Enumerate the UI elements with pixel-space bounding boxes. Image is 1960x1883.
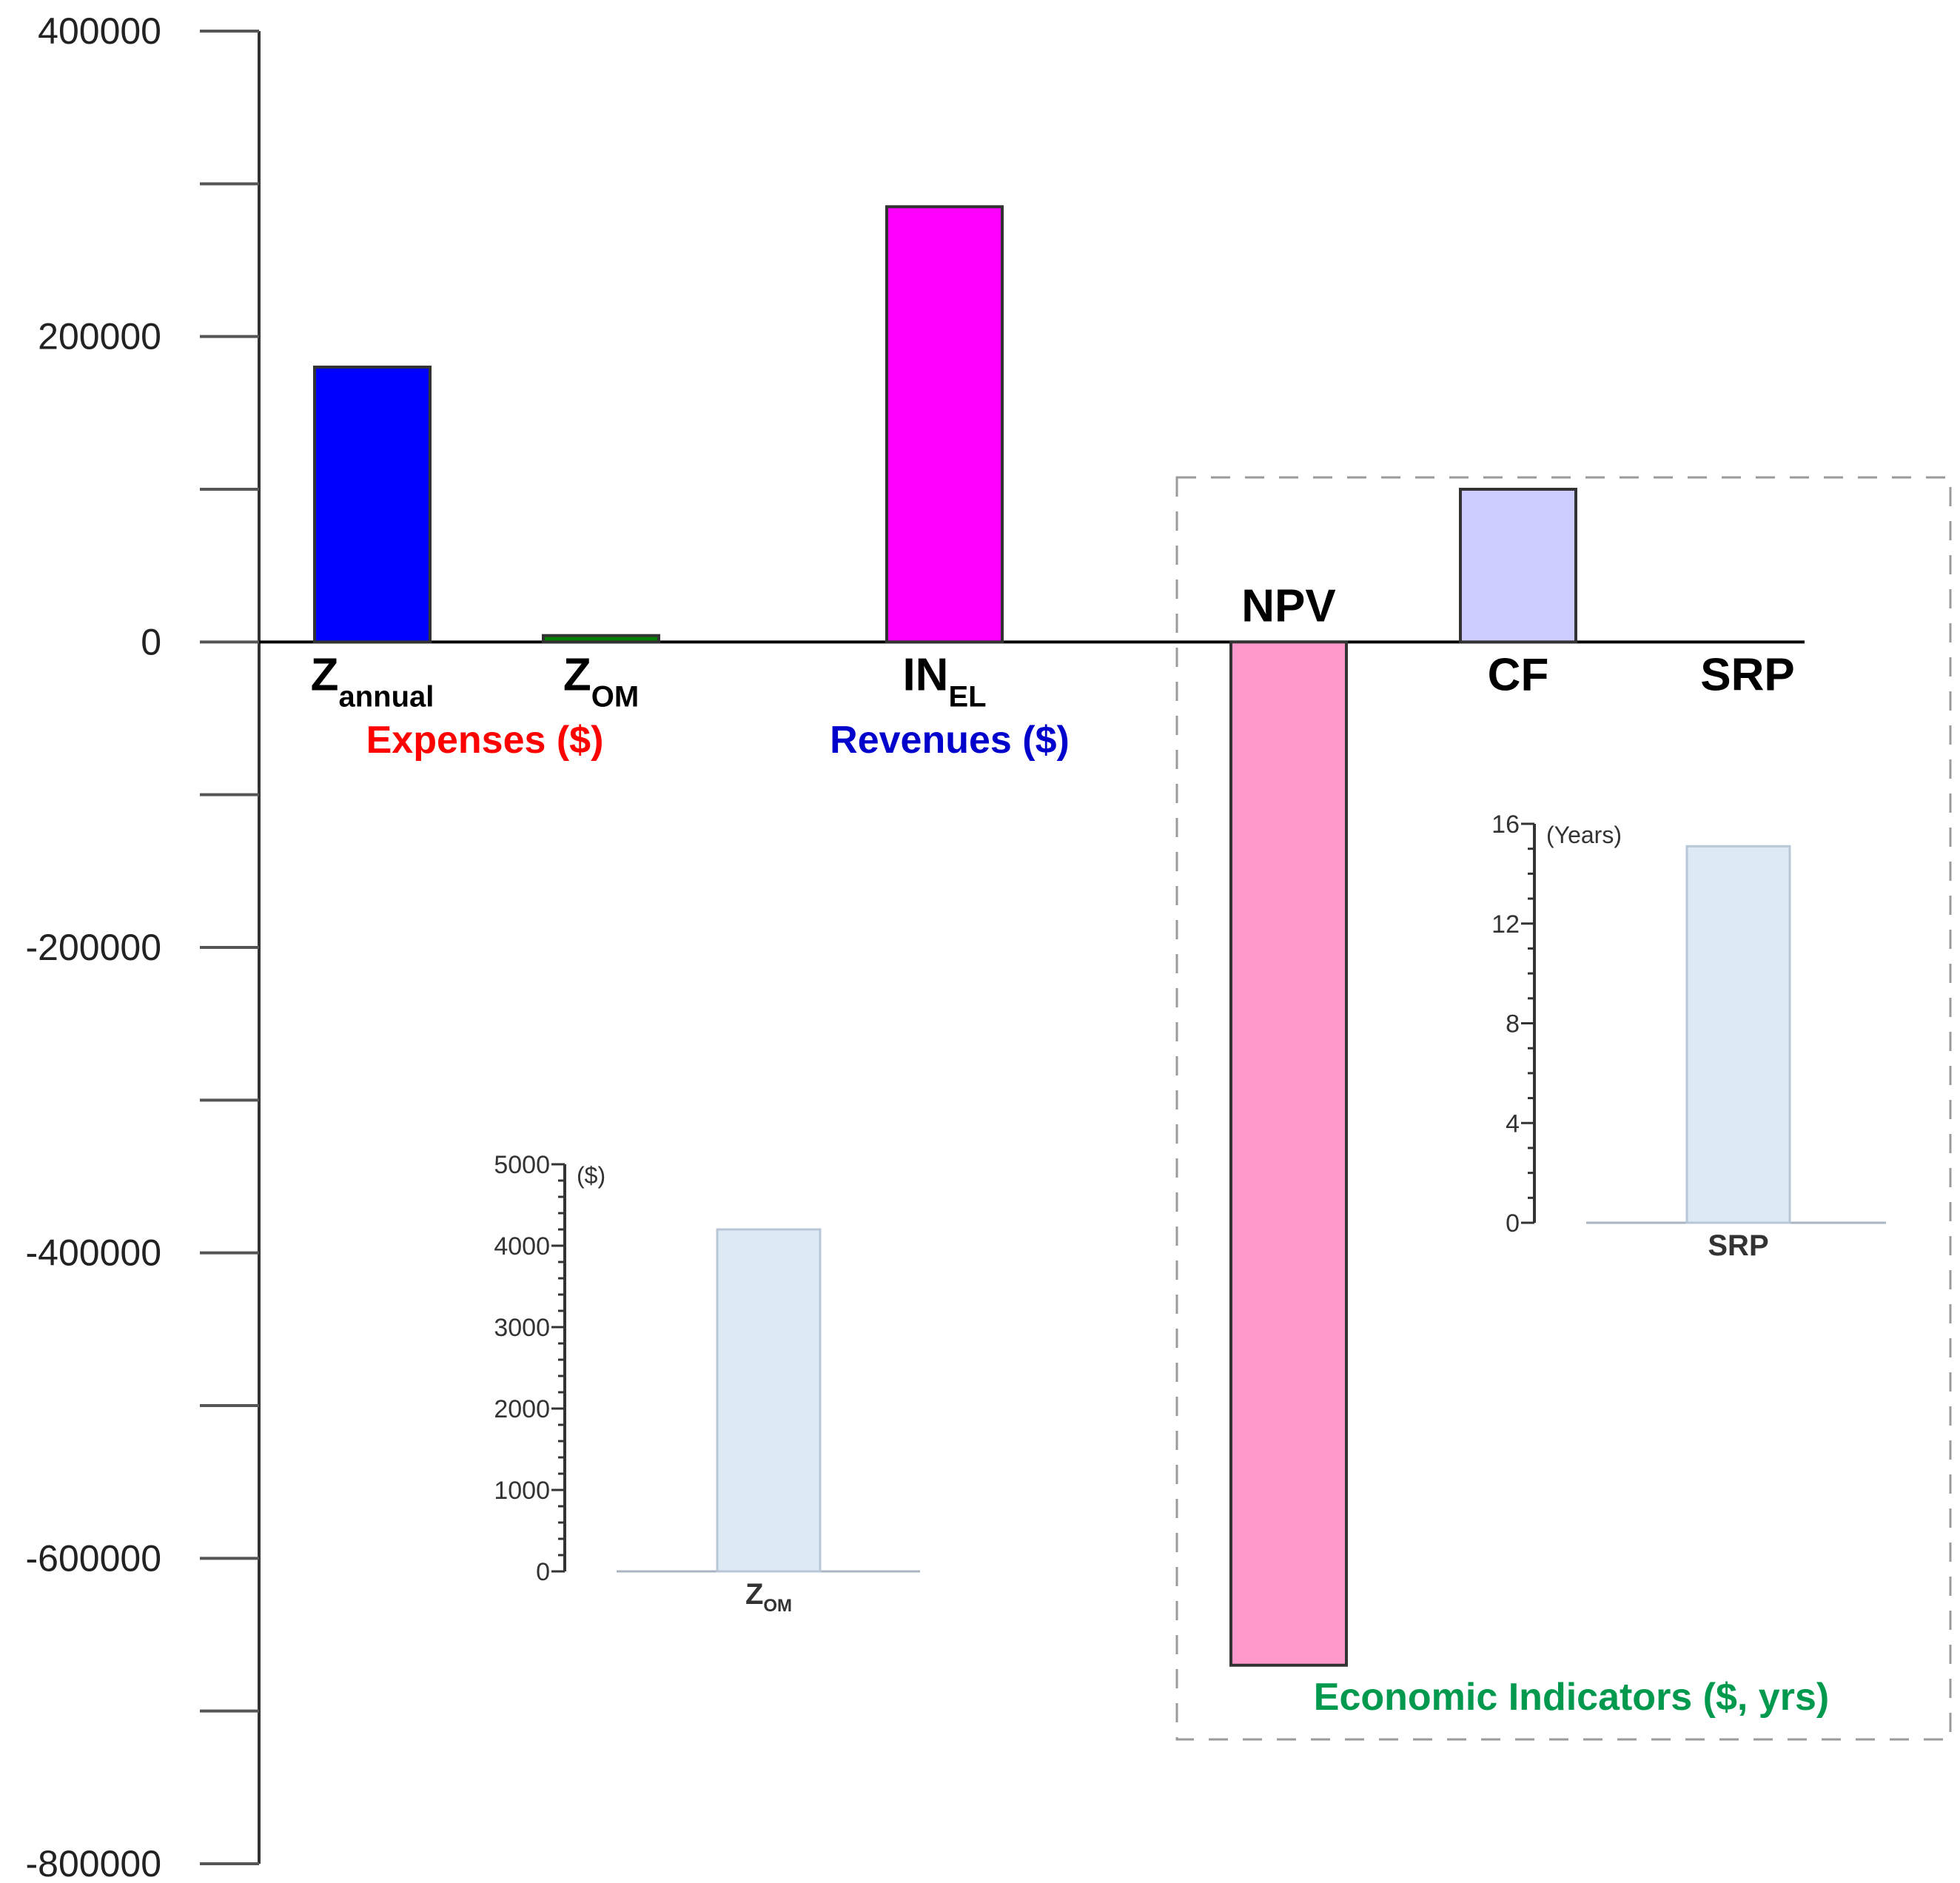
category-subscript: annual bbox=[338, 680, 434, 713]
main-bars bbox=[313, 205, 1577, 1667]
y-tick-label: -200000 bbox=[26, 927, 162, 968]
category-label-srp: SRP bbox=[1700, 649, 1794, 700]
bar-in_el bbox=[885, 205, 1004, 644]
category-label-cf: CF bbox=[1488, 649, 1549, 700]
inset-tick-label: 12 bbox=[1491, 910, 1520, 939]
main-y-axis: 4000002000000-200000-400000-600000-80000… bbox=[26, 10, 1805, 1883]
y-tick-label: 400000 bbox=[38, 10, 161, 52]
bar-cf bbox=[1459, 488, 1577, 644]
category-label-in_el: INEL bbox=[902, 649, 986, 713]
inset-bar bbox=[1685, 845, 1791, 1224]
category-subscript: OM bbox=[591, 680, 639, 713]
inset-tick-label: 0 bbox=[1506, 1209, 1520, 1238]
y-tick-label: 0 bbox=[141, 621, 161, 662]
inset-chart-srp: 0 4 8 12 16 (Years) SRP bbox=[1491, 810, 1886, 1262]
y-tick-label: -600000 bbox=[26, 1537, 162, 1579]
inset-chart-zom: 0 1000 2000 3000 4000 5000 ($) ZOM bbox=[494, 1151, 920, 1616]
inset-tick-label: 0 bbox=[536, 1558, 550, 1586]
group-label-expenses: Expenses ($) bbox=[366, 719, 604, 762]
inset-tick-label: 1000 bbox=[494, 1477, 550, 1505]
inset-tick-label: 5000 bbox=[494, 1151, 550, 1179]
inset-tick-label: 3000 bbox=[494, 1314, 550, 1342]
category-label-npv: NPV bbox=[1241, 580, 1335, 631]
category-label-z_annual: Zannual bbox=[311, 649, 434, 713]
inset-unit-label: (Years) bbox=[1546, 822, 1622, 848]
bar-z_om bbox=[542, 634, 660, 644]
inset-tick-label: 4000 bbox=[494, 1232, 550, 1261]
inset-category-label: SRP bbox=[1708, 1229, 1768, 1262]
y-tick-label: -800000 bbox=[26, 1843, 162, 1883]
inset-category-label: ZOM bbox=[745, 1578, 792, 1616]
inset-tick-label: 4 bbox=[1506, 1110, 1520, 1138]
y-tick-label: 200000 bbox=[38, 316, 161, 358]
inset-bar bbox=[716, 1228, 822, 1573]
economic-indicators-box bbox=[1175, 476, 1952, 1741]
group-label-revenues: Revenues ($) bbox=[830, 719, 1070, 762]
main-category-labels: Zannual ZOM INEL NPV CF SRP bbox=[311, 580, 1795, 713]
bar-npv bbox=[1229, 640, 1348, 1667]
y-tick-label: -400000 bbox=[26, 1232, 162, 1274]
bar-z_annual bbox=[313, 365, 432, 644]
inset-category-subscript: OM bbox=[763, 1596, 792, 1616]
inset-tick-label: 8 bbox=[1506, 1010, 1520, 1038]
inset-unit-label: ($) bbox=[577, 1162, 605, 1189]
category-label-z_om: ZOM bbox=[563, 649, 639, 713]
category-subscript: EL bbox=[948, 680, 986, 713]
inset-tick-label: 2000 bbox=[494, 1395, 550, 1423]
inset-tick-label: 16 bbox=[1491, 810, 1520, 839]
group-label-economic-indicators: Economic Indicators ($, yrs) bbox=[1314, 1676, 1829, 1719]
